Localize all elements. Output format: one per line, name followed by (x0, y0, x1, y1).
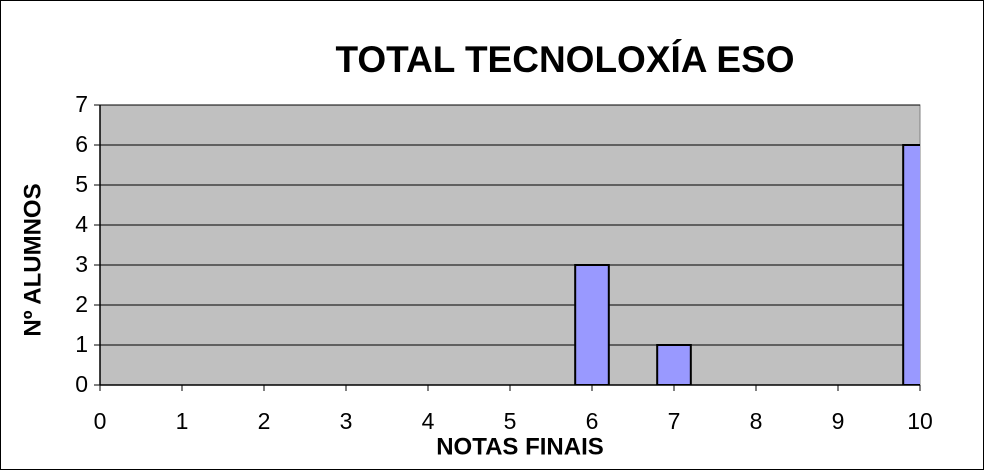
x-axis-label: NOTAS FINAIS (436, 433, 604, 460)
chart-title: TOTAL TECNOLOXÍA ESO (335, 39, 794, 80)
y-tick-label: 0 (75, 371, 88, 397)
x-tick-label: 0 (94, 408, 107, 434)
x-tick-label: 10 (907, 408, 933, 434)
bars (574, 144, 920, 385)
x-tick-label: 6 (586, 408, 599, 434)
x-tick-label: 2 (258, 408, 271, 434)
x-tick-label: 1 (176, 408, 189, 434)
x-tick-label: 5 (504, 408, 517, 434)
x-tick-label: 9 (832, 408, 845, 434)
plot-area (99, 104, 921, 386)
bar (656, 344, 692, 385)
bar (574, 264, 610, 385)
y-tick-label: 6 (75, 131, 88, 157)
y-tick-label: 5 (75, 171, 88, 197)
y-axis-label: Nº ALUMNOS (19, 183, 46, 336)
bar (902, 144, 920, 385)
y-tick-label: 3 (75, 251, 88, 277)
x-tick-label: 4 (422, 408, 435, 434)
y-tick-label: 4 (75, 211, 88, 237)
y-tick-label: 7 (75, 91, 88, 117)
x-tick-label: 8 (750, 408, 763, 434)
x-tick-label: 3 (340, 408, 353, 434)
y-tick-label: 2 (75, 291, 88, 317)
y-tick-label: 1 (75, 331, 88, 357)
x-tick-label: 7 (668, 408, 681, 434)
